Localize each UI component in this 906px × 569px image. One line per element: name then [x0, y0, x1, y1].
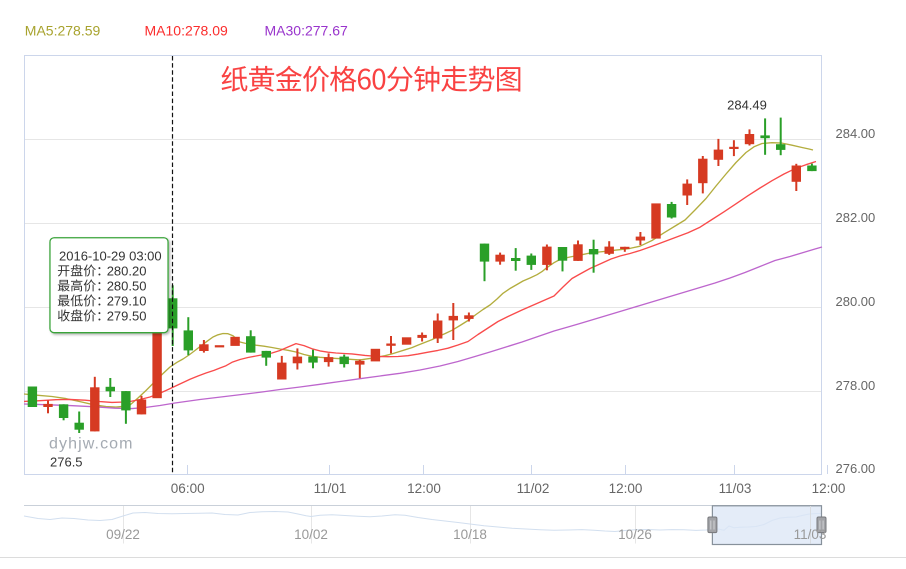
svg-text:11/03: 11/03	[794, 527, 827, 542]
svg-text:282.00: 282.00	[836, 210, 876, 225]
svg-text:278.00: 278.00	[836, 378, 876, 393]
svg-text:10/02: 10/02	[294, 527, 328, 542]
svg-text:MA10:278.09: MA10:278.09	[145, 23, 228, 39]
svg-text:06:00: 06:00	[171, 481, 205, 496]
svg-text:280.00: 280.00	[836, 294, 876, 309]
svg-text:11/03: 11/03	[719, 481, 752, 496]
svg-text:10/26: 10/26	[618, 527, 652, 542]
svg-text:279.10: 279.10	[107, 293, 147, 308]
svg-text:284.49: 284.49	[727, 98, 767, 113]
svg-text:284.00: 284.00	[836, 126, 876, 141]
svg-text:279.50: 279.50	[107, 308, 147, 323]
svg-text:2016-10-29 03:00: 2016-10-29 03:00	[59, 248, 162, 263]
svg-text:12:00: 12:00	[609, 481, 643, 496]
svg-text:280.50: 280.50	[107, 278, 147, 293]
svg-text:10/18: 10/18	[453, 527, 487, 542]
svg-text:11/02: 11/02	[517, 481, 550, 496]
svg-text:276.00: 276.00	[836, 461, 876, 476]
svg-text:276.5: 276.5	[50, 455, 83, 470]
svg-text:MA30:277.67: MA30:277.67	[265, 23, 348, 39]
svg-text:11/01: 11/01	[314, 481, 347, 496]
svg-text:12:00: 12:00	[812, 481, 846, 496]
svg-text:280.20: 280.20	[107, 263, 147, 278]
svg-text:12:00: 12:00	[407, 481, 441, 496]
svg-text:dyhjw.com: dyhjw.com	[49, 436, 134, 453]
svg-text:MA5:278.59: MA5:278.59	[25, 23, 101, 39]
svg-text:09/22: 09/22	[106, 527, 140, 542]
